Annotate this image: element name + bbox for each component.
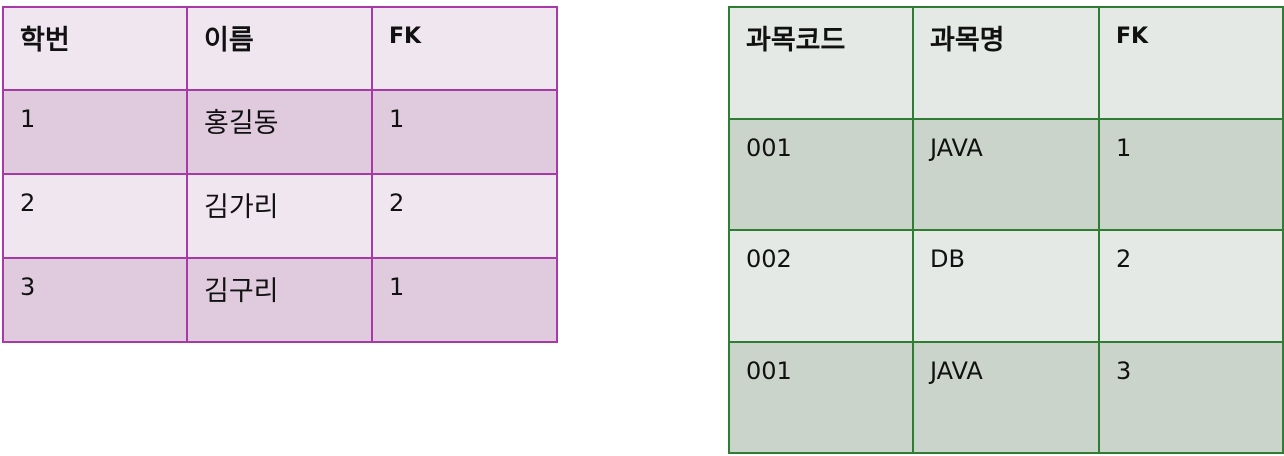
header-cell: FK [1098,6,1284,120]
header-cell: 과목코드 [728,6,914,120]
header-cell: 이름 [186,6,373,91]
table-row: 1 홍길동 1 [2,89,558,175]
table-cell: 2 [2,173,188,259]
table-row: 2 김가리 2 [2,173,558,259]
courses-table: 과목코드 과목명 FK 001 JAVA 1 002 DB 2 001 JAVA… [728,6,1284,454]
table-cell: 2 [1098,229,1284,343]
table-cell: JAVA [912,340,1100,454]
table-cell: 001 [728,117,914,231]
table-header-row: 과목코드 과목명 FK [728,6,1284,120]
table-cell: 김구리 [186,257,373,343]
header-cell: 과목명 [912,6,1100,120]
table-cell: JAVA [912,117,1100,231]
table-cell: 1 [1098,117,1284,231]
table-row: 3 김구리 1 [2,257,558,343]
table-cell: 002 [728,229,914,343]
table-cell: 3 [1098,340,1284,454]
table-cell: 1 [371,257,558,343]
table-cell: 1 [371,89,558,175]
table-cell: 1 [2,89,188,175]
students-table: 학번 이름 FK 1 홍길동 1 2 김가리 2 3 김구리 1 [2,6,558,343]
header-cell: 학번 [2,6,188,91]
table-cell: 3 [2,257,188,343]
table-cell: 2 [371,173,558,259]
header-cell: FK [371,6,558,91]
table-cell: DB [912,229,1100,343]
table-row: 002 DB 2 [728,229,1284,343]
table-row: 001 JAVA 1 [728,117,1284,231]
table-row: 001 JAVA 3 [728,340,1284,454]
table-header-row: 학번 이름 FK [2,6,558,91]
table-cell: 홍길동 [186,89,373,175]
table-cell: 김가리 [186,173,373,259]
table-cell: 001 [728,340,914,454]
